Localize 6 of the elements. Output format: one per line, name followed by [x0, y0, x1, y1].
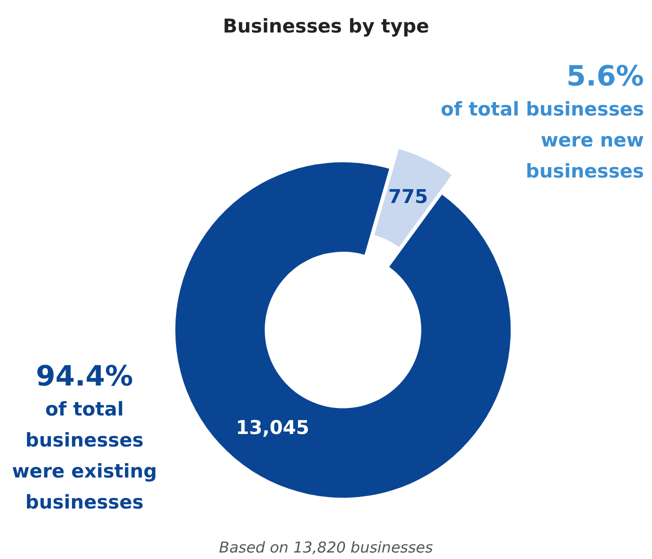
text: Based on 13,820 businesses: [219, 538, 434, 556]
text: 94.4% of total businesses were existing businesses: [12, 360, 157, 514]
chart-title: Businesses by type: [222, 16, 430, 38]
data-label: 775: [388, 186, 428, 208]
data-label: 13,045: [236, 417, 310, 440]
text: 5.6% of total businesses were new businesses: [440, 60, 644, 182]
